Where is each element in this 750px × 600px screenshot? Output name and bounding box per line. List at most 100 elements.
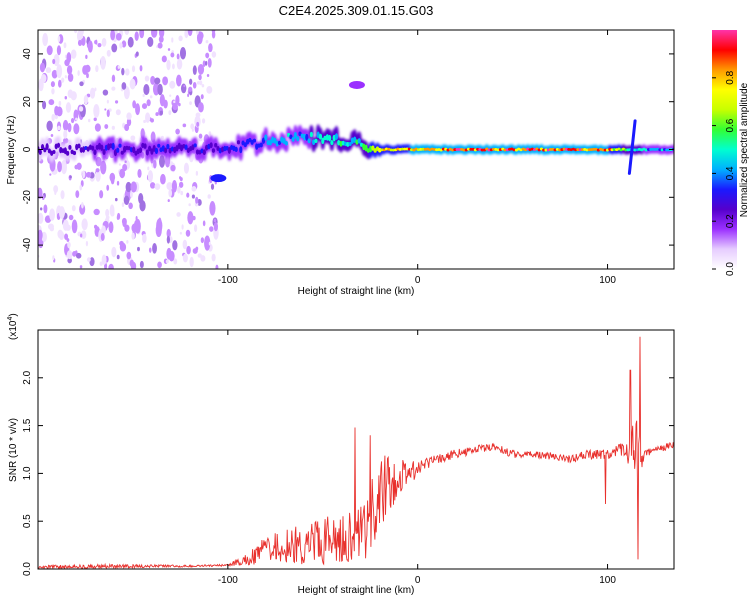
noise-speck [130,261,137,269]
noise-speck [101,225,106,235]
noise-speck [106,184,110,191]
ridge-point [548,148,553,151]
noise-speck [145,112,151,123]
ridge-point [576,148,580,152]
noise-speck [95,168,100,173]
noise-speck [189,101,192,106]
noise-speck [94,87,97,92]
noise-speck [165,259,169,264]
noise-speck [56,106,63,117]
y-tick-label: 2.0 [22,370,33,384]
noise-speck [66,124,71,130]
noise-speck [116,254,120,260]
noise-speck [176,58,183,70]
noise-speck [179,47,187,60]
noise-speck [110,30,116,41]
noise-speck [43,204,48,214]
noise-speck [105,215,110,220]
noise-speck [39,62,46,73]
noise-speck [110,175,115,185]
ridge-point [476,147,480,151]
noise-speck [179,231,182,235]
noise-speck [139,65,143,72]
noise-speck [81,201,84,209]
noise-speck [85,54,88,60]
ridge-point [100,144,104,151]
noise-speck [61,160,67,175]
ridge-point [184,144,188,151]
ridge-point [227,147,231,154]
colorbar-tick-label: 0.8 [725,70,736,84]
noise-speck [147,36,154,48]
noise-speck [189,256,194,268]
snr-y-scale-prefix: (x10 [8,320,19,340]
noise-speck [202,220,206,227]
ridge-point [236,140,241,145]
noise-speck [141,103,148,110]
noise-speck [126,118,132,127]
noise-speck [79,203,86,215]
noise-speck [182,123,187,128]
ridge-point [264,134,268,141]
ridge-point [421,147,425,151]
noise-speck [209,226,214,232]
noise-speck [67,73,74,82]
noise-speck [180,190,184,196]
noise-speck [127,36,134,48]
noise-speck [63,42,67,49]
noise-speck [189,78,193,85]
noise-speck [143,83,150,96]
noise-speck [49,208,56,221]
ridge-point [330,139,334,146]
ridge-point [273,137,277,144]
ridge-point [291,136,295,142]
ridge-point [157,143,161,148]
noise-speck [51,113,55,122]
noise-speck [191,194,195,199]
noise-speck [135,51,139,57]
noise-speck [49,226,55,232]
x-tick-label: 0 [415,275,421,286]
noise-speck [192,81,197,89]
noise-speck [101,254,107,265]
ridge-point [150,148,154,155]
noise-speck [80,230,87,239]
colorbar-tick-label: 0.2 [725,214,736,228]
noise-speck [38,229,43,241]
noise-speck [147,170,154,183]
noise-speck [100,56,106,70]
ridge-point [43,147,47,153]
snr-y-label: SNR (10 * v/v) [8,418,19,482]
noise-speck [170,52,175,58]
snr-x-ticks: -100 0 100 [218,330,616,586]
noise-speck [200,255,206,262]
noise-speck [151,30,158,38]
noise-speck [125,181,132,193]
noise-speck [79,81,84,87]
x-tick-label: 100 [599,575,616,586]
noise-speck [51,88,55,95]
noise-speck [167,48,171,51]
noise-speck [64,59,70,67]
noise-speck [132,100,137,109]
noise-speck [153,159,157,169]
ridge-point [298,131,302,137]
noise-speck [159,30,165,38]
noise-speck [125,68,130,76]
noise-speck [62,137,69,144]
noise-speck [106,109,110,118]
ridge-point [348,142,352,146]
noise-speck [142,93,145,98]
ridge-point [138,147,143,154]
ridge-point [195,149,200,155]
noise-speck [93,103,100,118]
noise-speck [181,224,184,230]
noise-speck [149,95,153,99]
noise-speck [209,201,216,216]
noise-speck [87,40,93,53]
noise-speck [108,263,114,269]
noise-speck [142,233,147,243]
ridge-point [601,148,605,152]
figure-title: C2E4.2025.309.01.15.G03 [279,3,434,18]
noise-speck [87,118,91,123]
